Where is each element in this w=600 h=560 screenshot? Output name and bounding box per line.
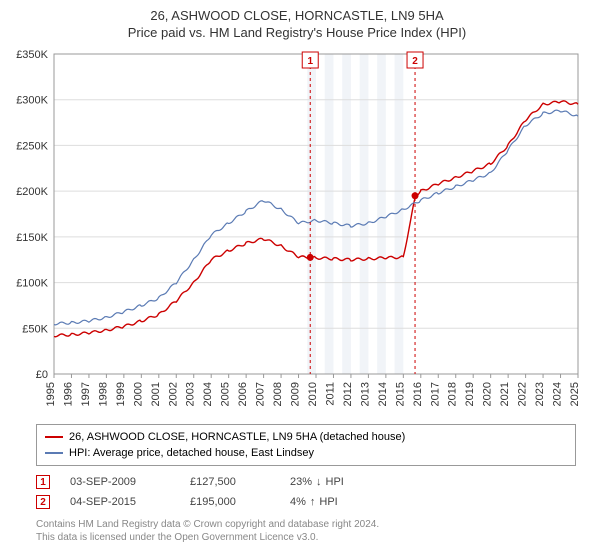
svg-text:2009: 2009 — [290, 382, 302, 406]
svg-text:2018: 2018 — [447, 382, 459, 406]
attribution-line1: Contains HM Land Registry data © Crown c… — [36, 518, 588, 531]
svg-text:£150K: £150K — [16, 232, 48, 244]
svg-text:2001: 2001 — [150, 382, 162, 406]
sale-marker-2: 2 — [36, 495, 50, 509]
svg-text:2016: 2016 — [412, 382, 424, 406]
svg-text:2005: 2005 — [220, 382, 232, 406]
sale-price-2: £195,000 — [190, 496, 270, 508]
legend-swatch-1 — [45, 452, 63, 454]
chart-title: 26, ASHWOOD CLOSE, HORNCASTLE, LN9 5HA — [6, 8, 588, 23]
svg-text:2000: 2000 — [132, 382, 144, 406]
legend-item-hpi: HPI: Average price, detached house, East… — [45, 445, 567, 461]
sale-date-2: 04-SEP-2015 — [70, 496, 170, 508]
svg-text:2: 2 — [412, 56, 418, 67]
svg-text:2010: 2010 — [307, 382, 319, 406]
attribution-line2: This data is licensed under the Open Gov… — [36, 531, 588, 544]
svg-text:£350K: £350K — [16, 49, 48, 61]
svg-text:£100K: £100K — [16, 278, 48, 290]
svg-text:2014: 2014 — [377, 382, 389, 406]
legend-label-0: 26, ASHWOOD CLOSE, HORNCASTLE, LN9 5HA (… — [69, 429, 405, 445]
svg-text:2020: 2020 — [482, 382, 494, 406]
svg-text:1995: 1995 — [45, 382, 57, 406]
svg-text:2003: 2003 — [185, 382, 197, 406]
chart-area: £0 £50K £100K £150K £200K £250K £300K £350K 1995… — [6, 48, 588, 418]
svg-text:1998: 1998 — [97, 382, 109, 406]
sale-diff-2: 4% ↑ HPI — [290, 496, 380, 508]
svg-text:£0: £0 — [36, 369, 48, 381]
svg-text:£300K: £300K — [16, 95, 48, 107]
arrow-up-icon: ↑ — [310, 496, 316, 508]
svg-text:2023: 2023 — [534, 382, 546, 406]
sale-row-2: 2 04-SEP-2015 £195,000 4% ↑ HPI — [36, 492, 576, 512]
svg-text:2012: 2012 — [342, 382, 354, 406]
svg-text:2006: 2006 — [237, 382, 249, 406]
svg-text:2024: 2024 — [552, 382, 564, 406]
svg-text:2025: 2025 — [569, 382, 581, 406]
svg-text:2013: 2013 — [359, 382, 371, 406]
svg-text:£200K: £200K — [16, 186, 48, 198]
attribution: Contains HM Land Registry data © Crown c… — [36, 518, 588, 544]
svg-text:1999: 1999 — [115, 382, 127, 406]
svg-text:1997: 1997 — [80, 382, 92, 406]
chart-container: 26, ASHWOOD CLOSE, HORNCASTLE, LN9 5HA P… — [0, 0, 600, 560]
svg-text:£250K: £250K — [16, 140, 48, 152]
sale-diff-1: 23% ↓ HPI — [290, 476, 380, 488]
svg-text:2022: 2022 — [517, 382, 529, 406]
svg-text:2017: 2017 — [429, 382, 441, 406]
line-chart-svg: £0 £50K £100K £150K £200K £250K £300K £350K 1995… — [6, 48, 588, 418]
svg-text:2011: 2011 — [324, 382, 336, 406]
sale-price-1: £127,500 — [190, 476, 270, 488]
sale-row-1: 1 03-SEP-2009 £127,500 23% ↓ HPI — [36, 472, 576, 492]
sale-date-1: 03-SEP-2009 — [70, 476, 170, 488]
arrow-down-icon: ↓ — [316, 476, 322, 488]
legend-item-property: 26, ASHWOOD CLOSE, HORNCASTLE, LN9 5HA (… — [45, 429, 567, 445]
svg-text:2004: 2004 — [202, 382, 214, 406]
svg-text:2002: 2002 — [167, 382, 179, 406]
legend: 26, ASHWOOD CLOSE, HORNCASTLE, LN9 5HA (… — [36, 424, 576, 466]
chart-subtitle: Price paid vs. HM Land Registry's House … — [6, 25, 588, 40]
sales-table: 1 03-SEP-2009 £127,500 23% ↓ HPI 2 04-SE… — [36, 472, 576, 512]
sale-marker-1: 1 — [36, 475, 50, 489]
legend-swatch-0 — [45, 436, 63, 438]
svg-text:2007: 2007 — [255, 382, 267, 406]
svg-text:2015: 2015 — [394, 382, 406, 406]
legend-label-1: HPI: Average price, detached house, East… — [69, 445, 314, 461]
svg-text:1996: 1996 — [62, 382, 74, 406]
svg-text:2021: 2021 — [499, 382, 511, 406]
svg-text:2019: 2019 — [464, 382, 476, 406]
svg-text:2008: 2008 — [272, 382, 284, 406]
svg-text:£50K: £50K — [22, 323, 48, 335]
svg-text:1: 1 — [307, 56, 313, 67]
